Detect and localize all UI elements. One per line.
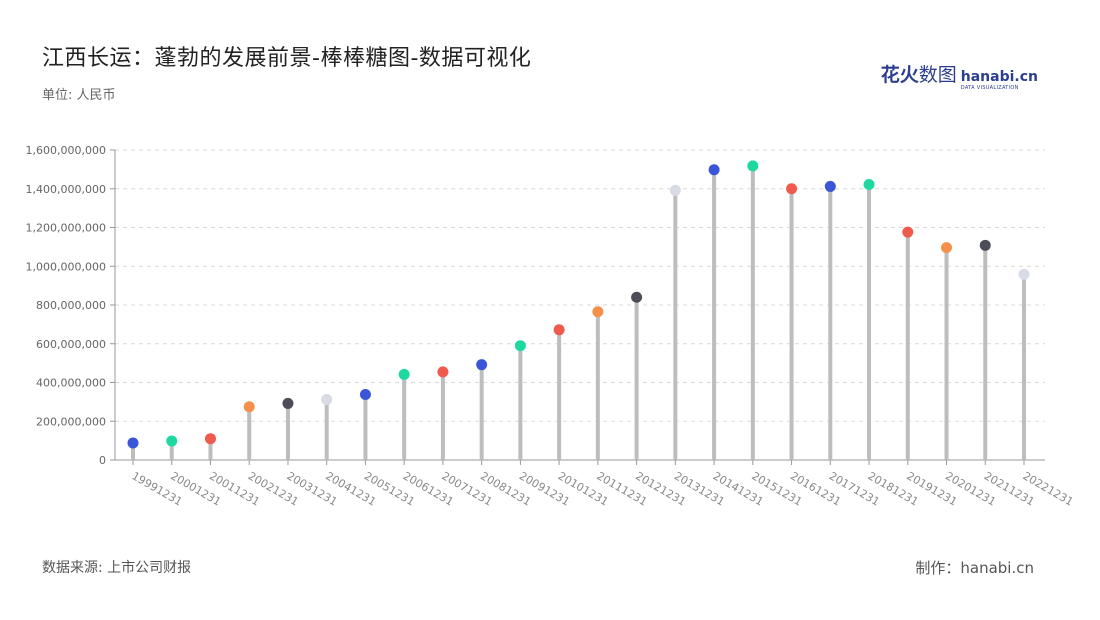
y-tick-layer: 0 200,000,000 400,000,000 600,000,000 800,00…: [26, 144, 115, 467]
lollipop-dot: [282, 397, 294, 409]
lollipop-dot: [321, 394, 333, 406]
lollipop-dot: [592, 306, 604, 318]
lollipop-dot: [243, 401, 255, 413]
lollipop-dot: [786, 183, 798, 195]
y-tick-label: 200,000,000: [36, 415, 106, 428]
grid-layer: [114, 149, 1045, 461]
y-tick-label: 600,000,000: [36, 338, 106, 351]
lollipop-dot: [553, 324, 565, 336]
lollipop-dot: [204, 433, 216, 445]
lollipop-dot: [437, 366, 449, 378]
lollipop-dot: [514, 340, 526, 352]
y-tick-label: 1,400,000,000: [26, 183, 106, 196]
lollipop-dot: [359, 389, 371, 401]
data-source: 数据来源: 上市公司财报: [42, 560, 192, 576]
x-tick-layer: 1999123120001231200112312002123120031231…: [130, 460, 1075, 509]
unit-label: 单位: 人民币: [42, 88, 116, 103]
lollipop-dot: [476, 359, 488, 371]
dot-layer: [127, 160, 1030, 449]
lollipop-dot: [1018, 268, 1030, 280]
lollipop-dot: [902, 226, 914, 238]
y-tick-label: 1,200,000,000: [26, 222, 106, 235]
y-tick-label: 0: [99, 454, 106, 467]
lollipop-dot: [979, 239, 991, 251]
y-tick-label: 1,000,000,000: [26, 260, 106, 273]
lollipop-dot: [669, 184, 681, 196]
logo-english: hanabi.cn DATA VISUALIZATION: [960, 69, 1038, 91]
lollipop-dot: [941, 242, 953, 254]
y-tick-label: 400,000,000: [36, 377, 106, 390]
lollipop-dot: [824, 180, 836, 192]
lollipop-dot: [166, 435, 178, 447]
chart-title: 江西长运：蓬勃的发展前景-棒棒糖图-数据可视化: [42, 46, 532, 71]
lollipop-dot: [127, 437, 139, 449]
lollipop-dot: [631, 291, 643, 303]
maker-credit: 制作：hanabi.cn: [915, 559, 1034, 577]
logo-chinese: 花火数图: [880, 64, 957, 86]
y-tick-label: 1,600,000,000: [26, 144, 106, 157]
stem-layer: [131, 165, 1026, 460]
lollipop-dot: [863, 178, 875, 190]
lollipop-dot: [708, 164, 720, 176]
lollipop-dot: [747, 160, 759, 172]
lollipop-dot: [398, 368, 410, 380]
brand-logo: 花火数图 hanabi.cn DATA VISUALIZATION: [881, 60, 1038, 91]
y-tick-label: 800,000,000: [36, 299, 106, 312]
